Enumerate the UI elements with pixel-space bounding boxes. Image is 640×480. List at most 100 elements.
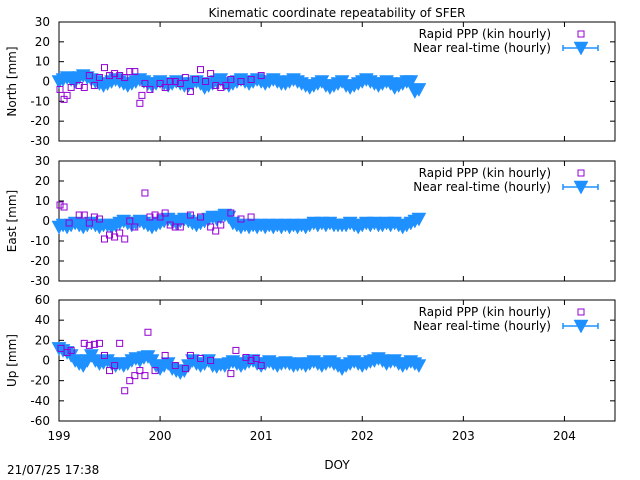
up-rapid-point xyxy=(144,328,152,336)
up-rapid-point xyxy=(207,357,215,364)
north-rapid-point xyxy=(111,70,119,78)
east-rapid-point xyxy=(95,215,103,223)
east-rapid-point xyxy=(166,221,174,229)
up-rapid-point xyxy=(141,372,149,380)
east-y-tick-label: 30 xyxy=(35,154,50,168)
east-rapid-point xyxy=(65,219,73,227)
north-rapid-point xyxy=(63,91,71,99)
east-rapid-point xyxy=(111,233,119,241)
east-rapid-point xyxy=(56,201,64,209)
north-rapid-point xyxy=(95,74,103,82)
east-rapid-point xyxy=(141,189,149,197)
east-rapid-point xyxy=(161,209,169,217)
north-y-tick-label: 20 xyxy=(35,35,50,49)
north-rapid-point xyxy=(207,70,215,78)
east-rapid-point xyxy=(126,217,134,225)
east-y-tick-label: 10 xyxy=(35,194,50,208)
east-rapid-point xyxy=(151,211,159,219)
east-rapid-point xyxy=(176,223,184,231)
up-legend: Rapid PPP (kin hourly)Near real-time (ho… xyxy=(413,305,599,334)
east-rapid-point xyxy=(217,221,225,229)
x-tick-label: 203 xyxy=(452,429,475,443)
north-rapid-point xyxy=(237,78,245,85)
up-rapid-point xyxy=(247,357,255,364)
up-rapid-point xyxy=(136,367,144,375)
east-rapid-point xyxy=(100,235,108,243)
x-tick-label: 201 xyxy=(250,429,273,443)
east-legend-nrt-label: Near real-time (hourly) xyxy=(413,180,551,194)
up-rapid-point xyxy=(80,339,88,347)
north-rapid-point xyxy=(85,72,93,80)
up-rapid-point xyxy=(116,339,124,347)
up-rapid-point xyxy=(131,372,139,380)
east-rapid-point xyxy=(247,213,255,221)
north-rapid-point xyxy=(106,72,114,80)
up-rapid-point xyxy=(197,354,205,362)
north-rapid-point xyxy=(126,68,134,76)
up-rapid-point xyxy=(67,346,75,354)
east-nrt-point xyxy=(411,212,427,227)
up-rapid-point xyxy=(181,365,189,373)
up-rapid-point xyxy=(85,341,93,349)
north-nrt-series xyxy=(51,69,427,99)
up-y-tick-label: 40 xyxy=(35,313,50,327)
up-y-tick-label: -20 xyxy=(30,374,50,388)
north-y-tick-label: 0 xyxy=(42,75,50,89)
east-y-tick-label: -30 xyxy=(30,274,50,288)
east-rapid-point xyxy=(131,223,139,231)
east-rapid-point xyxy=(146,213,154,221)
north-legend-nrt-label: Near real-time (hourly) xyxy=(413,41,551,55)
east-rapid-point xyxy=(85,219,93,227)
east-y-tick-label: 20 xyxy=(35,174,50,188)
north-legend: Rapid PPP (kin hourly)Near real-time (ho… xyxy=(413,27,599,56)
east-rapid-point xyxy=(171,223,179,231)
north-rapid-point xyxy=(217,83,225,91)
east-rapid-point xyxy=(237,215,245,223)
chart-title: Kinematic coordinate repeatability of SF… xyxy=(208,6,465,20)
up-rapid-point xyxy=(111,362,119,370)
east-panel: -30 -20 -10 0 10 20 30 East [mm] Rapid PPP (kin … xyxy=(5,154,616,288)
north-rapid-point xyxy=(186,87,194,95)
north-rapid-point xyxy=(181,74,189,82)
east-rapid-point xyxy=(207,223,215,231)
up-rapid-point xyxy=(252,354,260,362)
up-rapid-point xyxy=(121,387,129,395)
up-rapid-point xyxy=(257,362,265,370)
x-tick-label: 202 xyxy=(351,429,374,443)
north-y-tick-label: 30 xyxy=(35,15,50,29)
east-rapid-series xyxy=(56,189,255,243)
north-rapid-point xyxy=(197,66,205,74)
up-y-tick-label: 60 xyxy=(35,293,50,307)
north-rapid-point xyxy=(90,81,98,89)
north-rapid-point xyxy=(131,68,139,76)
north-rapid-point xyxy=(176,79,184,87)
up-legend-nrt-marker xyxy=(573,319,589,334)
up-rapid-point xyxy=(57,344,65,352)
up-rapid-point xyxy=(232,346,240,354)
up-rapid-point xyxy=(100,351,108,359)
north-rapid-point xyxy=(121,74,129,82)
north-legend-nrt-marker xyxy=(573,41,589,56)
east-rapid-point xyxy=(212,227,220,235)
east-y-tick-label: 0 xyxy=(42,214,50,228)
up-rapid-point xyxy=(227,370,235,378)
up-rapid-point xyxy=(106,367,114,375)
north-nrt-point xyxy=(411,83,427,97)
north-rapid-point xyxy=(202,78,210,85)
east-rapid-point xyxy=(90,213,98,221)
north-rapid-point xyxy=(67,83,75,91)
up-rapid-point xyxy=(95,339,103,347)
east-legend: Rapid PPP (kin hourly)Near real-time (ho… xyxy=(413,166,599,195)
up-panel: -60 -40 -20 0 20 40 60 199 200 201 202 203 204 Up [mm… xyxy=(5,293,616,443)
east-y-axis-label: East [mm] xyxy=(5,190,19,252)
north-y-tick-label: -10 xyxy=(30,94,50,108)
up-legend-rapid-label: Rapid PPP (kin hourly) xyxy=(419,305,551,319)
up-y-tick-label: 0 xyxy=(42,354,50,368)
north-rapid-point xyxy=(146,85,154,93)
north-rapid-point xyxy=(138,91,146,99)
up-rapid-point xyxy=(161,351,169,359)
north-rapid-point xyxy=(156,79,164,87)
east-rapid-point xyxy=(186,211,194,219)
x-tick-label: 204 xyxy=(553,429,576,443)
north-nrt-point xyxy=(403,75,419,90)
